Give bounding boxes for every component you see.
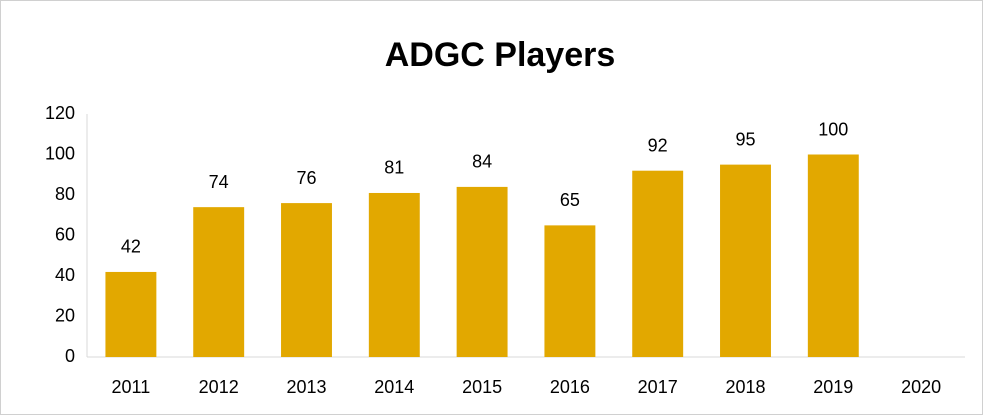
bar bbox=[456, 186, 508, 357]
bar bbox=[193, 207, 245, 357]
bar bbox=[807, 154, 859, 357]
x-tick-label: 2015 bbox=[462, 377, 502, 397]
data-label: 95 bbox=[735, 129, 755, 149]
x-tick-label: 2013 bbox=[286, 377, 326, 397]
x-tick-label: 2020 bbox=[901, 377, 941, 397]
bar bbox=[632, 170, 684, 357]
bar bbox=[544, 225, 596, 357]
bar bbox=[281, 203, 332, 357]
data-label: 84 bbox=[472, 152, 492, 172]
y-tick-label: 40 bbox=[55, 265, 75, 285]
bar bbox=[368, 192, 420, 357]
x-tick-label: 2019 bbox=[813, 377, 853, 397]
x-tick-label: 2011 bbox=[112, 377, 151, 397]
data-label: 100 bbox=[818, 119, 848, 139]
x-tick-label: 2017 bbox=[638, 377, 678, 397]
x-tick-label: 2016 bbox=[550, 377, 590, 397]
bar bbox=[720, 164, 771, 357]
x-tick-label: 2012 bbox=[199, 377, 239, 397]
data-label: 42 bbox=[121, 237, 141, 257]
y-tick-label: 20 bbox=[55, 305, 75, 325]
y-tick-label: 0 bbox=[65, 346, 75, 366]
x-tick-label: 2014 bbox=[374, 377, 414, 397]
data-label: 65 bbox=[560, 190, 580, 210]
data-label: 92 bbox=[648, 135, 668, 155]
bar bbox=[105, 271, 157, 357]
data-label: 76 bbox=[296, 168, 316, 188]
data-label: 74 bbox=[209, 172, 229, 192]
y-tick-label: 80 bbox=[55, 184, 75, 204]
x-tick-label: 2018 bbox=[725, 377, 765, 397]
data-label: 81 bbox=[384, 158, 404, 178]
chart-title: ADGC Players bbox=[385, 36, 616, 74]
y-tick-label: 100 bbox=[45, 143, 75, 163]
y-tick-label: 60 bbox=[55, 224, 75, 244]
y-tick-label: 120 bbox=[45, 103, 75, 123]
